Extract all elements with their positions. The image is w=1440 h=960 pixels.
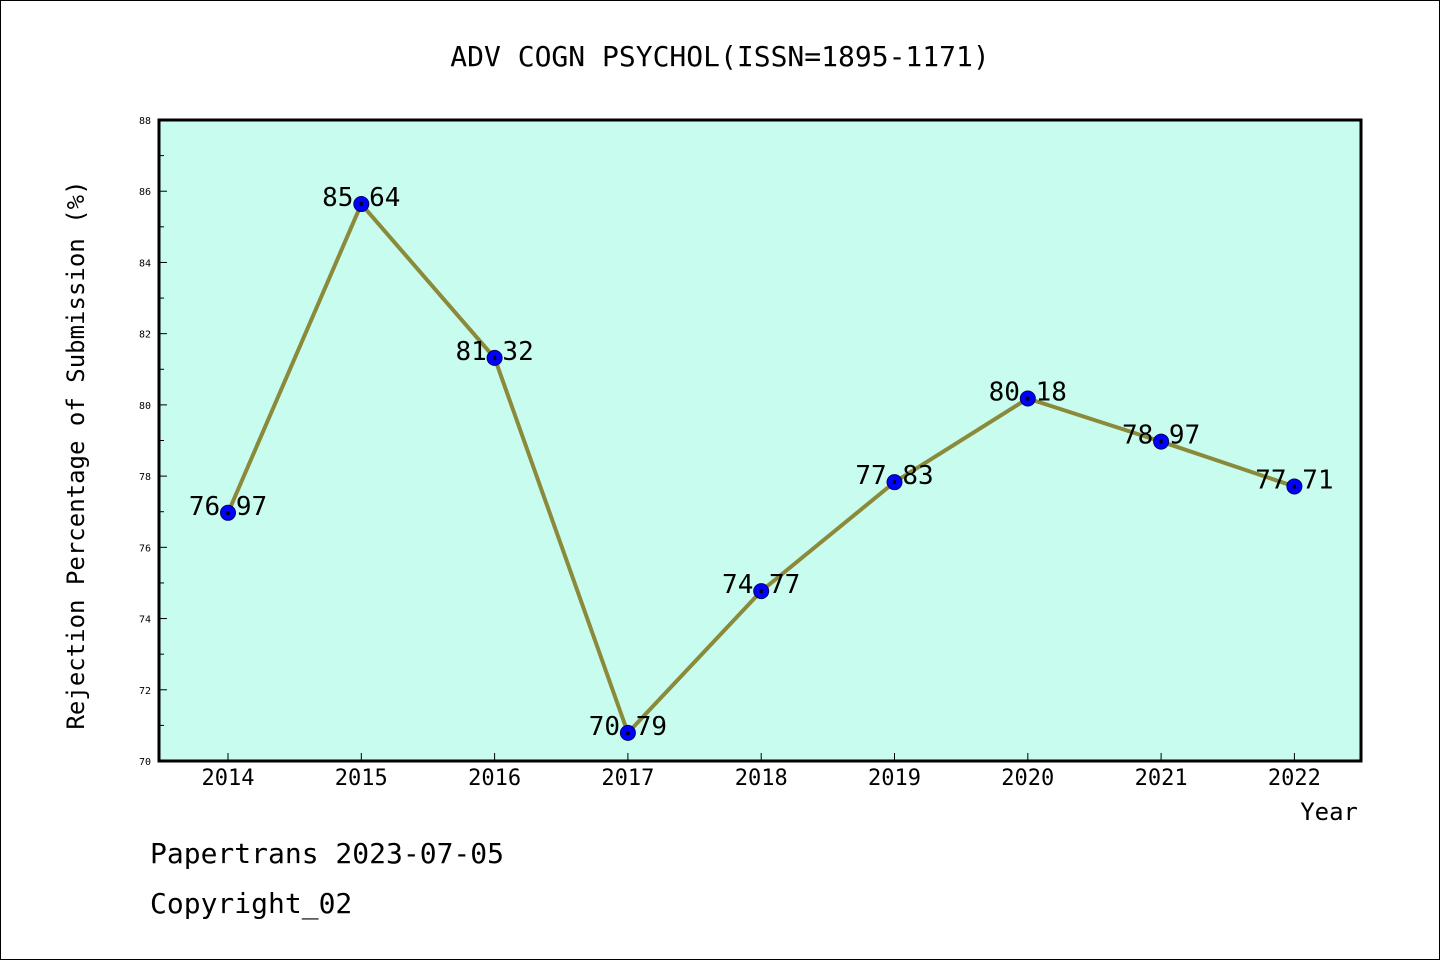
y-tick-label: 72 bbox=[139, 686, 151, 697]
x-tick-label: 2019 bbox=[868, 766, 921, 791]
data-point bbox=[1019, 390, 1036, 407]
y-tick-label: 82 bbox=[139, 330, 151, 341]
y-tick-label: 80 bbox=[139, 401, 151, 412]
x-tick-label: 2017 bbox=[601, 766, 654, 791]
data-label: 70.79 bbox=[589, 712, 667, 742]
x-tick-label: 2014 bbox=[202, 766, 255, 791]
data-label: 85.64 bbox=[322, 183, 400, 213]
x-tick-label: 2016 bbox=[468, 766, 521, 791]
y-axis-label: Rejection Percentage of Submission (%) bbox=[62, 180, 90, 729]
data-label: 74.77 bbox=[722, 570, 800, 600]
data-point bbox=[1286, 478, 1303, 495]
y-tick-label: 76 bbox=[139, 543, 151, 554]
data-point bbox=[753, 583, 770, 600]
data-point bbox=[353, 196, 370, 213]
data-label: 81.32 bbox=[455, 337, 533, 367]
data-label: 80.18 bbox=[989, 377, 1067, 407]
footer-line-1: Papertrans 2023-07-05 bbox=[150, 837, 504, 870]
data-point bbox=[220, 504, 236, 521]
x-tick-label: 2022 bbox=[1268, 766, 1321, 791]
x-axis: 2014 2015 2016 2017 2018 2019 2020 2021 2022 bbox=[202, 753, 1321, 791]
x-tick-label: 2021 bbox=[1135, 766, 1188, 791]
x-tick-label: 2015 bbox=[335, 766, 388, 791]
x-tick-label: 2020 bbox=[1001, 766, 1054, 791]
data-label: 76.97 bbox=[189, 492, 267, 522]
y-tick-label: 74 bbox=[139, 615, 151, 626]
data-point bbox=[486, 349, 503, 366]
y-tick-label: 88 bbox=[139, 116, 151, 127]
chart-title: ADV COGN PSYCHOL(ISSN=1895-1171) bbox=[450, 40, 989, 73]
data-point bbox=[886, 474, 903, 491]
y-tick-label: 84 bbox=[139, 258, 151, 269]
y-tick-label: 70 bbox=[139, 757, 151, 768]
x-axis-label: Year bbox=[1300, 798, 1358, 826]
series-group: 76.97 85.64 81.32 70.79 74.77 77.83 80.18 78.97… bbox=[189, 183, 1334, 742]
data-point bbox=[1153, 433, 1170, 450]
data-label: 77.71 bbox=[1255, 465, 1333, 495]
x-tick-label: 2018 bbox=[735, 766, 788, 791]
y-axis: 70 72 74 76 78 80 82 84 86 88 bbox=[139, 116, 167, 768]
data-label: 77.83 bbox=[855, 461, 933, 491]
data-label: 78.97 bbox=[1122, 421, 1200, 451]
y-tick-label: 78 bbox=[139, 472, 151, 483]
footer-line-2: Copyright_02 bbox=[150, 887, 352, 921]
data-point bbox=[619, 724, 636, 741]
y-tick-label: 86 bbox=[139, 187, 151, 198]
